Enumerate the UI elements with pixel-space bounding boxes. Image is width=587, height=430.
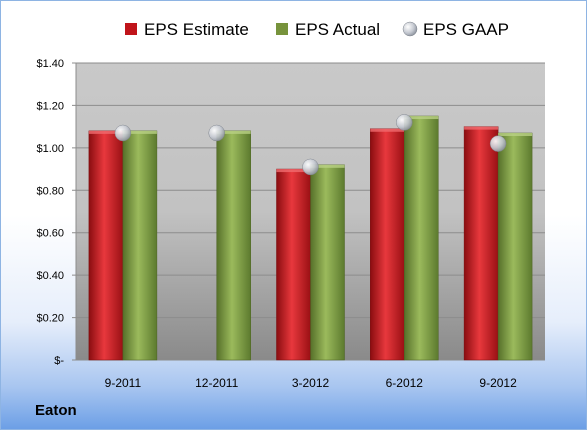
eps-gaap-marker-9-2011 xyxy=(114,124,132,142)
eps-gaap-marker-6-2012 xyxy=(396,114,413,131)
eps-actual-bar-9-2011 xyxy=(122,130,158,361)
bar-highlight xyxy=(498,133,533,137)
bar-highlight xyxy=(310,164,345,168)
gaap-markers xyxy=(114,114,507,176)
bars xyxy=(88,115,533,361)
eps-chart: $- $0.20 $0.40 $0.60 $0.80 $1.00 $1.20 $1.40 9-… xyxy=(36,20,545,390)
eps-gaap-marker-9-2012 xyxy=(489,135,507,152)
x-tick-label: 3-2012 xyxy=(292,376,330,390)
bar-highlight xyxy=(464,126,499,130)
eps-estimate-bar-9-2011 xyxy=(88,130,124,361)
eps-estimate-bar-9-2012 xyxy=(463,126,499,361)
eps-gaap-marker-3-2012 xyxy=(302,158,319,176)
eps-estimate-bar-6-2012 xyxy=(370,128,405,361)
legend-swatch xyxy=(276,23,288,35)
eps-actual-bar-9-2012 xyxy=(497,132,533,361)
y-tick-label: $0.80 xyxy=(36,185,64,197)
eps-estimate-bar-3-2012 xyxy=(276,168,311,361)
y-tick-label: $0.40 xyxy=(36,270,64,282)
eps-gaap-marker-12-2011 xyxy=(208,124,225,142)
x-axis: 9-2011 12-2011 3-2012 6-2012 9-2012 xyxy=(105,376,517,390)
legend-label: EPS Estimate xyxy=(144,20,249,39)
bar-highlight xyxy=(276,169,311,173)
legend-swatch xyxy=(125,23,137,35)
y-tick-label: $1.40 xyxy=(36,58,64,70)
bar-highlight xyxy=(122,130,157,134)
x-tick-label: 9-2012 xyxy=(479,376,517,390)
y-tick-label: $- xyxy=(54,355,64,367)
legend-label: EPS GAAP xyxy=(423,20,509,39)
x-tick-label: 6-2012 xyxy=(386,376,424,390)
bar-highlight xyxy=(216,130,251,134)
company-name: Eaton xyxy=(35,402,77,419)
legend-marker xyxy=(402,21,418,37)
x-tick-label: 12-2011 xyxy=(195,376,238,390)
bar-highlight xyxy=(404,116,439,120)
y-tick-label: $1.20 xyxy=(36,100,64,112)
legend: EPS Estimate EPS Actual EPS GAAP xyxy=(125,20,509,39)
y-tick-label: $0.60 xyxy=(36,228,64,240)
bar-highlight xyxy=(370,128,405,132)
eps-actual-bar-6-2012 xyxy=(404,115,439,361)
y-tick-label: $1.00 xyxy=(36,143,64,155)
eps-actual-bar-3-2012 xyxy=(310,164,345,361)
eps-actual-bar-12-2011 xyxy=(216,130,251,361)
legend-label: EPS Actual xyxy=(295,20,380,39)
bar-highlight xyxy=(88,130,123,134)
y-axis: $- $0.20 $0.40 $0.60 $0.80 $1.00 $1.20 $1.40 xyxy=(36,58,77,367)
y-tick-label: $0.20 xyxy=(36,313,64,325)
x-tick-label: 9-2011 xyxy=(105,376,142,390)
